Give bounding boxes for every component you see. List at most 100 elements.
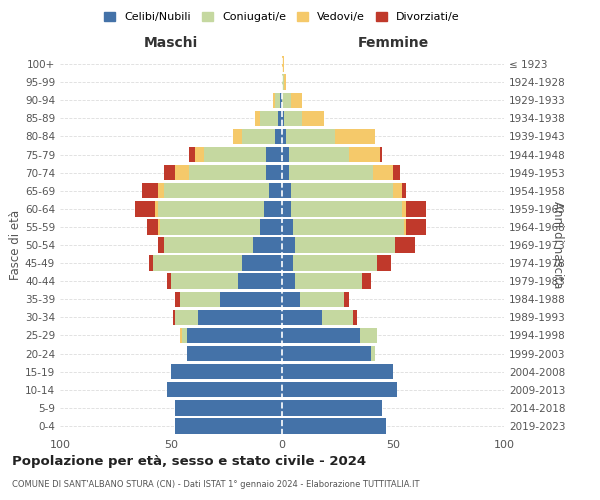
Text: Femmine: Femmine	[358, 36, 428, 50]
Bar	[158, 183, 164, 198]
Bar	[164, 238, 253, 252]
Bar	[335, 128, 375, 144]
Bar	[282, 256, 293, 271]
Bar	[175, 165, 189, 180]
Bar	[402, 183, 406, 198]
Bar	[284, 110, 302, 126]
Bar	[278, 110, 282, 126]
Bar	[295, 238, 395, 252]
Bar	[164, 183, 269, 198]
Text: Popolazione per età, sesso e stato civile - 2024: Popolazione per età, sesso e stato civil…	[12, 455, 366, 468]
Bar	[282, 346, 371, 362]
Bar	[406, 201, 426, 216]
Bar	[275, 128, 282, 144]
Bar	[393, 165, 400, 180]
Bar	[256, 110, 260, 126]
Bar	[282, 310, 322, 325]
Bar	[171, 274, 238, 289]
Bar	[282, 274, 295, 289]
Bar	[180, 328, 182, 343]
Bar	[377, 256, 391, 271]
Bar	[158, 238, 164, 252]
Bar	[171, 364, 282, 380]
Bar	[175, 400, 282, 415]
Bar	[282, 92, 291, 108]
Bar	[269, 183, 282, 198]
Bar	[293, 256, 377, 271]
Bar	[264, 201, 282, 216]
Bar	[404, 219, 406, 234]
Bar	[284, 74, 286, 90]
Bar	[289, 147, 349, 162]
Y-axis label: Fasce di età: Fasce di età	[9, 210, 22, 280]
Bar	[260, 110, 278, 126]
Bar	[293, 219, 404, 234]
Bar	[282, 128, 286, 144]
Bar	[197, 310, 282, 325]
Bar	[260, 219, 282, 234]
Bar	[282, 165, 289, 180]
Bar	[282, 74, 284, 90]
Bar	[266, 147, 282, 162]
Bar	[291, 201, 402, 216]
Bar	[146, 219, 158, 234]
Text: COMUNE DI SANT'ALBANO STURA (CN) - Dati ISTAT 1° gennaio 2024 - Elaborazione TUT: COMUNE DI SANT'ALBANO STURA (CN) - Dati …	[12, 480, 419, 489]
Bar	[402, 201, 406, 216]
Legend: Celibi/Nubili, Coniugati/e, Vedovi/e, Divorziati/e: Celibi/Nubili, Coniugati/e, Vedovi/e, Di…	[100, 8, 464, 26]
Bar	[282, 328, 360, 343]
Bar	[395, 238, 415, 252]
Bar	[233, 128, 242, 144]
Bar	[280, 92, 282, 108]
Bar	[175, 292, 180, 307]
Bar	[158, 219, 160, 234]
Bar	[160, 219, 260, 234]
Bar	[373, 165, 393, 180]
Bar	[242, 128, 275, 144]
Bar	[253, 238, 282, 252]
Bar	[286, 128, 335, 144]
Bar	[380, 147, 382, 162]
Bar	[167, 274, 171, 289]
Bar	[282, 183, 291, 198]
Bar	[282, 147, 289, 162]
Bar	[295, 274, 362, 289]
Bar	[164, 165, 175, 180]
Bar	[322, 310, 353, 325]
Bar	[300, 292, 344, 307]
Bar	[173, 310, 175, 325]
Bar	[406, 219, 426, 234]
Bar	[204, 147, 266, 162]
Text: Anni di nascita: Anni di nascita	[551, 202, 565, 288]
Bar	[282, 238, 295, 252]
Bar	[136, 201, 155, 216]
Bar	[289, 165, 373, 180]
Bar	[291, 183, 393, 198]
Bar	[282, 364, 393, 380]
Bar	[196, 147, 204, 162]
Bar	[282, 400, 382, 415]
Bar	[175, 418, 282, 434]
Bar	[282, 201, 291, 216]
Bar	[155, 201, 158, 216]
Bar	[344, 292, 349, 307]
Bar	[362, 274, 371, 289]
Bar	[275, 92, 280, 108]
Bar	[273, 92, 275, 108]
Bar	[142, 183, 158, 198]
Bar	[282, 292, 300, 307]
Bar	[158, 201, 264, 216]
Bar	[371, 346, 375, 362]
Bar	[238, 274, 282, 289]
Bar	[302, 110, 324, 126]
Bar	[153, 256, 242, 271]
Bar	[149, 256, 153, 271]
Bar	[282, 110, 284, 126]
Bar	[360, 328, 377, 343]
Bar	[189, 165, 266, 180]
Bar	[189, 147, 196, 162]
Bar	[349, 147, 380, 162]
Bar	[242, 256, 282, 271]
Bar	[282, 56, 284, 72]
Text: Maschi: Maschi	[144, 36, 198, 50]
Bar	[393, 183, 402, 198]
